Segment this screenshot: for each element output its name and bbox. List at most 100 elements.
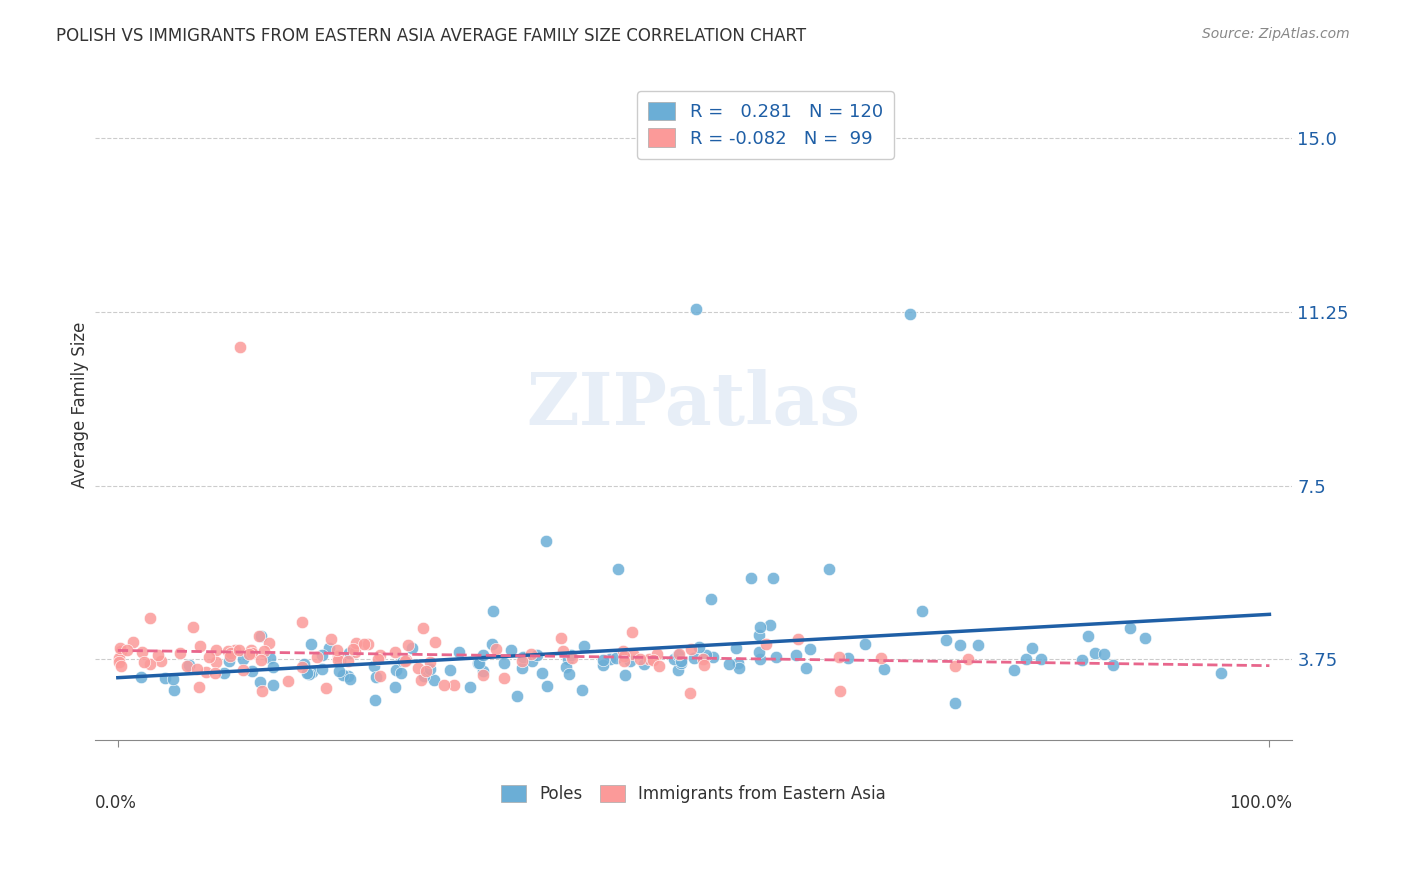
Point [510, 654, 533, 668]
Point [357, 637, 380, 651]
Point [1021, 640, 1043, 655]
Point [531, 666, 554, 681]
Point [344, 645, 367, 659]
Point [471, 665, 494, 679]
Point [1029, 652, 1052, 666]
Point [110, 658, 132, 673]
Point [619, 654, 641, 668]
Point [561, 651, 583, 665]
Point [443, 678, 465, 692]
Point [224, 642, 246, 657]
Point [413, 669, 436, 683]
Y-axis label: Average Family Size: Average Family Size [72, 321, 89, 488]
Point [666, 663, 689, 677]
Point [311, 648, 333, 663]
Point [592, 657, 614, 672]
Point [250, 629, 273, 643]
Point [668, 648, 690, 663]
Point [468, 656, 491, 670]
Point [560, 648, 582, 662]
Point [108, 641, 131, 656]
Point [204, 665, 226, 680]
Point [389, 666, 412, 681]
Point [139, 657, 162, 672]
Point [681, 642, 703, 657]
Point [406, 661, 429, 675]
Point [740, 571, 762, 585]
Point [240, 664, 263, 678]
Point [641, 653, 664, 667]
Point [188, 639, 211, 653]
Point [555, 660, 578, 674]
Point [364, 670, 387, 684]
Point [718, 657, 741, 671]
Point [499, 643, 522, 657]
Point [748, 628, 770, 642]
Point [683, 651, 706, 665]
Point [115, 643, 138, 657]
Point [212, 666, 235, 681]
Point [163, 683, 186, 698]
Point [481, 604, 503, 618]
Point [409, 673, 432, 687]
Point [394, 654, 416, 668]
Point [329, 654, 352, 668]
Point [605, 651, 627, 665]
Point [621, 647, 644, 661]
Text: 0.0%: 0.0% [94, 794, 136, 813]
Point [1092, 647, 1115, 661]
Point [481, 638, 503, 652]
Point [702, 649, 724, 664]
Point [391, 654, 413, 668]
Point [337, 646, 360, 660]
Point [396, 638, 419, 652]
Point [110, 644, 132, 658]
Point [336, 669, 359, 683]
Point [460, 680, 482, 694]
Point [557, 666, 579, 681]
Point [299, 637, 322, 651]
Point [138, 611, 160, 625]
Point [520, 647, 543, 661]
Point [305, 650, 328, 665]
Point [853, 638, 876, 652]
Point [943, 659, 966, 673]
Text: POLISH VS IMMIGRANTS FROM EASTERN ASIA AVERAGE FAMILY SIZE CORRELATION CHART: POLISH VS IMMIGRANTS FROM EASTERN ASIA A… [56, 27, 807, 45]
Point [492, 671, 515, 685]
Point [415, 665, 437, 679]
Point [132, 655, 155, 669]
Point [526, 648, 548, 662]
Point [162, 673, 184, 687]
Point [122, 635, 145, 649]
Point [612, 644, 634, 658]
Point [342, 641, 364, 656]
Point [786, 632, 808, 646]
Point [298, 667, 321, 681]
Point [129, 670, 152, 684]
Point [755, 637, 778, 651]
Point [692, 652, 714, 666]
Point [571, 683, 593, 698]
Point [439, 663, 461, 677]
Point [419, 655, 441, 669]
Text: Source: ZipAtlas.com: Source: ZipAtlas.com [1202, 27, 1350, 41]
Point [395, 653, 418, 667]
Point [679, 686, 702, 700]
Point [232, 652, 254, 666]
Point [685, 302, 707, 317]
Point [472, 648, 495, 662]
Point [949, 639, 972, 653]
Point [536, 679, 558, 693]
Text: ZIPatlas: ZIPatlas [527, 369, 860, 440]
Point [765, 650, 787, 665]
Point [276, 673, 298, 688]
Point [153, 671, 176, 685]
Point [217, 644, 239, 658]
Point [837, 651, 859, 665]
Point [337, 655, 360, 669]
Legend: Poles, Immigrants from Eastern Asia: Poles, Immigrants from Eastern Asia [492, 774, 896, 813]
Point [344, 636, 367, 650]
Point [472, 668, 495, 682]
Point [108, 650, 131, 665]
Point [506, 689, 529, 703]
